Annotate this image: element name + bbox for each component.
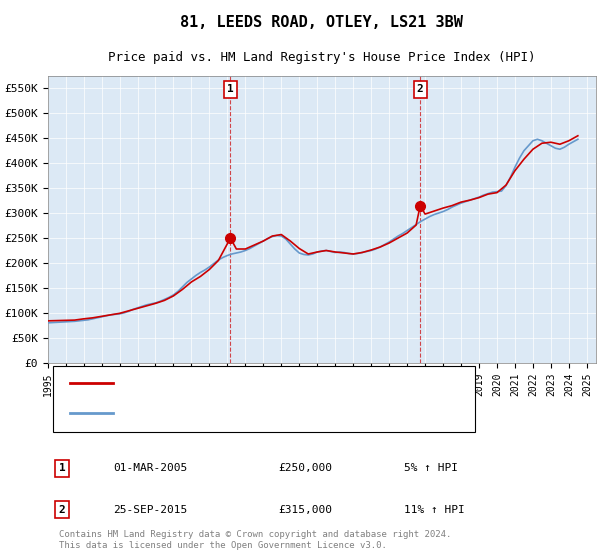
Text: £250,000: £250,000 <box>278 464 332 473</box>
Text: 11% ↑ HPI: 11% ↑ HPI <box>404 505 465 515</box>
Text: 81, LEEDS ROAD, OTLEY, LS21 3BW (detached house): 81, LEEDS ROAD, OTLEY, LS21 3BW (detache… <box>124 378 424 388</box>
Text: 2: 2 <box>417 85 424 95</box>
Text: 2: 2 <box>59 505 65 515</box>
Text: Contains HM Land Registry data © Crown copyright and database right 2024.
This d: Contains HM Land Registry data © Crown c… <box>59 530 451 550</box>
Text: 81, LEEDS ROAD, OTLEY, LS21 3BW: 81, LEEDS ROAD, OTLEY, LS21 3BW <box>180 15 463 30</box>
Text: 01-MAR-2005: 01-MAR-2005 <box>113 464 188 473</box>
Text: HPI: Average price, detached house, Leeds: HPI: Average price, detached house, Leed… <box>124 408 380 418</box>
Text: 1: 1 <box>227 85 234 95</box>
Text: Price paid vs. HM Land Registry's House Price Index (HPI): Price paid vs. HM Land Registry's House … <box>108 52 535 64</box>
FancyBboxPatch shape <box>53 366 475 432</box>
Text: 25-SEP-2015: 25-SEP-2015 <box>113 505 188 515</box>
Text: £315,000: £315,000 <box>278 505 332 515</box>
Text: 1: 1 <box>59 464 65 473</box>
Text: 5% ↑ HPI: 5% ↑ HPI <box>404 464 458 473</box>
